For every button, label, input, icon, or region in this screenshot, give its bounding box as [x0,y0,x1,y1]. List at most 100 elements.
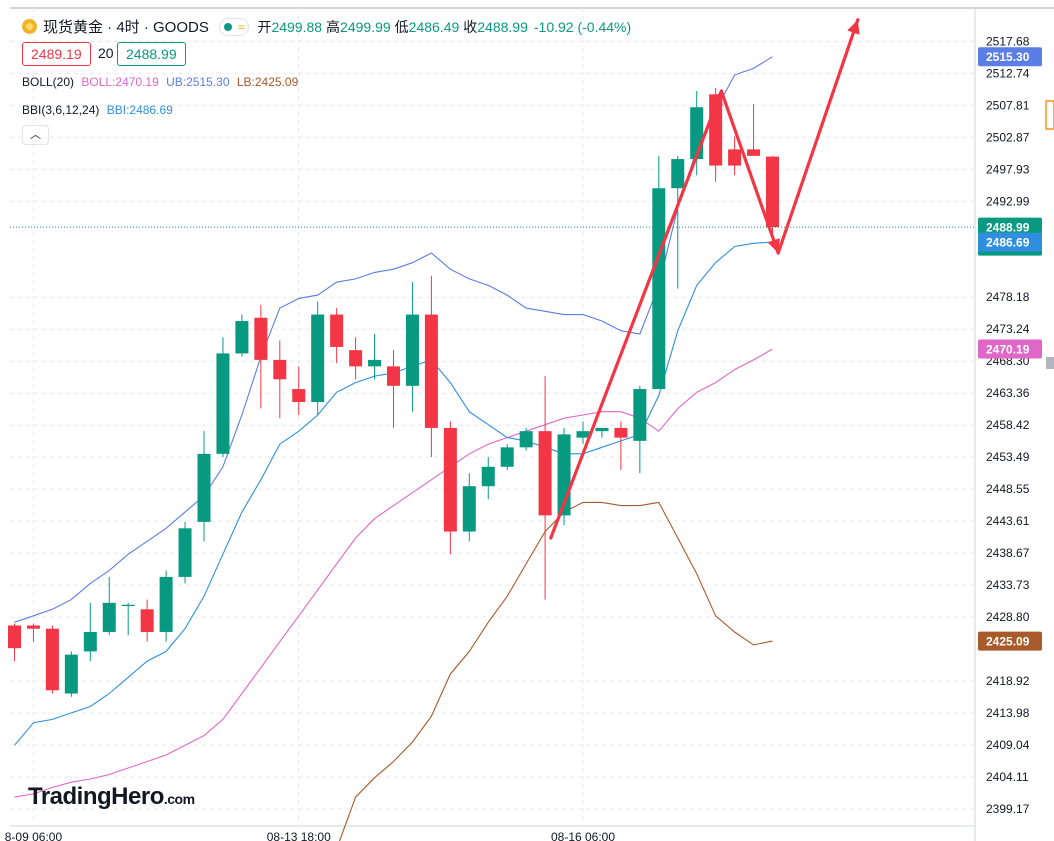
price-tick-label: 2409.04 [986,738,1030,752]
close-value: 2488.99 [477,18,528,35]
candle-body [500,447,514,467]
right-scroll-handle [1046,357,1054,369]
boll-basis-value: BOLL:2470.19 [81,75,159,89]
open-label: 开 [257,18,272,35]
candle-body [368,359,382,367]
watermark-suffix: .com [163,791,195,807]
price-tick-label: 2492.99 [986,194,1030,208]
candle-body [140,609,154,632]
candle-body [254,317,268,360]
candle-body [443,427,457,532]
candle-body [197,453,211,522]
time-tick-label: 8-09 06:00 [5,830,63,841]
price-tag [978,232,1042,252]
candle-body [595,427,609,432]
price-tick-label: 2497.93 [986,162,1030,176]
candle-body [235,321,249,354]
price-tag-label: 2488.99 [986,221,1030,235]
candle-body [273,359,287,380]
candle-body [671,159,685,189]
sell-price-button[interactable]: 2489.19 [22,42,91,66]
candle-body [292,389,306,403]
candle-body [481,466,495,487]
price-tick-label: 2428.80 [986,610,1030,624]
low-value: 2486.49 [408,18,460,35]
price-tick-label: 2433.73 [986,578,1030,592]
price-tick-label: 2404.11 [986,770,1029,784]
candle-body [26,625,40,629]
candle-body [633,389,647,441]
boll-lb-value: LB:2425.09 [236,75,299,89]
chevron-up-icon: ︿ [30,129,41,141]
candle-body [462,486,476,532]
price-axis: 2517.68 2512.74 2507.81 2502.87 2497.93 2492.… [978,34,1042,816]
trend-arrow-head [847,19,860,35]
buy-price-button[interactable]: 2488.99 [117,42,186,66]
gold-coin-icon [22,19,37,34]
price-tag-label: 2425.09 [986,635,1030,649]
price-tag [978,631,1042,651]
watermark-brand: TradingHero [28,783,164,810]
price-tick-label: 2413.98 [986,706,1030,720]
price-tag [978,339,1042,359]
tradinghero-watermark: TradingHero.com [28,783,195,811]
high-value: 2499.99 [340,18,391,35]
candle-body [178,528,192,577]
candle-body [766,156,779,228]
candle-body [45,628,59,691]
symbol-title[interactable]: 现货黄金 · 4时 · GOODS [43,19,209,36]
open-value: 2499.88 [271,18,323,35]
time-tick-label: 08-13 18:00 [267,830,331,841]
candle-body [102,602,116,632]
trend-arrow-line [549,89,723,540]
annotation-arrows [549,18,860,540]
candle-body [405,314,419,386]
right-edge-handle [1045,100,1054,130]
candle-body [652,188,666,390]
bbi-legend[interactable]: BBI(3,6,12,24) BBI:2486.69 [22,103,173,117]
boll-ub-value: UB:2515.30 [166,75,230,89]
price-tick-label: 2443.61 [986,514,1030,528]
price-tick-label: 2507.81 [986,98,1030,112]
high-label: 高 [326,18,341,35]
candle-body [83,631,97,652]
candle-body [311,314,325,403]
price-tick-label: 2418.92 [986,674,1030,688]
market-status-pill[interactable]: ≈ [218,17,250,36]
price-tag-label: 2470.19 [986,342,1030,356]
candle-body [424,314,438,428]
candle-body [8,625,21,649]
candle-body [159,576,173,632]
waves-icon: ≈ [237,19,245,34]
time-axis: 8-09 06:00 08-13 18:00 08-16 06:00 [5,830,616,841]
boll-legend[interactable]: BOLL(20) BOLL:2470.19 UB:2515.30 LB:2425… [22,75,298,89]
candle-body [121,604,135,607]
bbi-name: BBI(3,6,12,24) [22,103,100,117]
trend-arrow-line [776,18,860,255]
price-tick-label: 2448.55 [986,482,1030,496]
candle-body [538,431,552,516]
trend-arrow-head [710,91,723,107]
trend-arrow-line [719,89,780,255]
candle-body [614,427,628,438]
price-tick-label: 2517.68 [986,34,1030,48]
price-tick-label: 2512.74 [986,66,1030,80]
collapse-legend-button[interactable]: ︿ [22,125,49,145]
candle-body [387,366,400,386]
price-tick-label: 2438.67 [986,546,1030,560]
time-tick-label: 08-16 06:00 [551,830,615,841]
price-tag-label: 2486.69 [986,236,1030,250]
candles [8,87,779,697]
candle-body [216,353,230,454]
close-label: 收 [463,18,478,35]
trend-arrow-head [767,238,780,254]
boll-lower-band-line [338,501,773,841]
price-tick-label: 2453.49 [986,450,1030,464]
price-tag-label: 2515.30 [986,50,1030,64]
quantity-value[interactable]: 20 [98,45,114,61]
candle-body [349,350,363,367]
change-value: -10.92 (-0.44%) [533,18,632,35]
boll-upper-band-line [14,56,773,623]
